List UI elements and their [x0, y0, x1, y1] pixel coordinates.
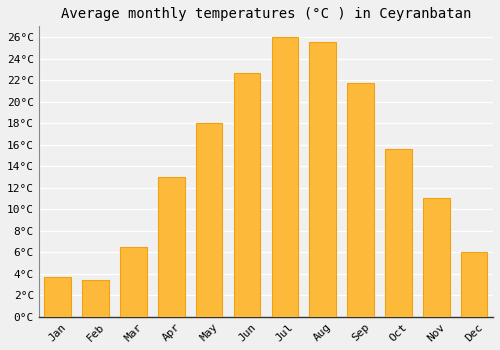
- Bar: [234, 72, 260, 317]
- Title: Average monthly temperatures (°C ) in Ceyranbatan: Average monthly temperatures (°C ) in Ce…: [60, 7, 471, 21]
- Bar: [120, 247, 146, 317]
- Bar: [348, 83, 374, 317]
- Bar: [272, 37, 298, 317]
- Bar: [82, 280, 109, 317]
- Bar: [385, 149, 411, 317]
- Bar: [158, 177, 184, 317]
- Bar: [423, 198, 450, 317]
- Bar: [196, 123, 222, 317]
- Bar: [461, 252, 487, 317]
- Bar: [310, 42, 336, 317]
- Bar: [44, 277, 71, 317]
